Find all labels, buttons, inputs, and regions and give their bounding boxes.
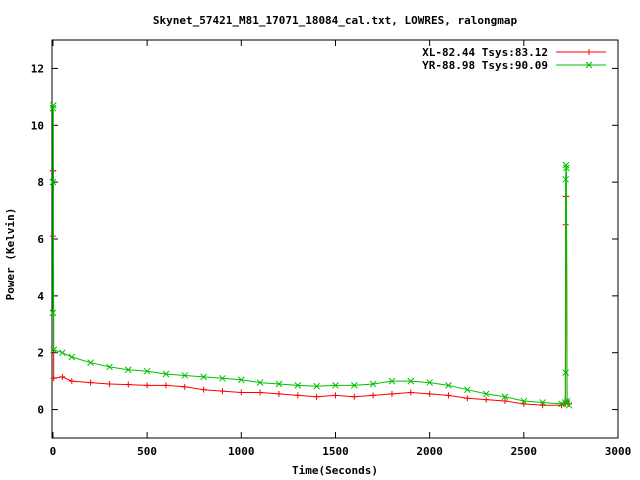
x-tick-label: 2000 xyxy=(416,445,443,458)
data-point xyxy=(389,391,395,397)
data-point xyxy=(69,378,75,384)
y-tick-label: 10 xyxy=(31,119,44,132)
series-line xyxy=(53,105,569,405)
x-tick-label: 1500 xyxy=(322,445,349,458)
series-2 xyxy=(50,102,572,408)
x-tick-label: 3000 xyxy=(605,445,632,458)
data-point xyxy=(59,350,65,356)
data-point xyxy=(295,392,301,398)
data-point xyxy=(351,394,357,400)
series-layer xyxy=(50,102,572,408)
x-tick-label: 0 xyxy=(50,445,57,458)
y-tick-label: 8 xyxy=(37,176,44,189)
y-tick-label: 6 xyxy=(37,233,44,246)
data-point xyxy=(69,354,75,360)
chart: Skynet_57421_M81_17071_18084_cal.txt, LO… xyxy=(0,0,640,480)
data-point xyxy=(540,402,546,408)
data-point xyxy=(201,387,207,393)
x-tick-label: 1000 xyxy=(228,445,255,458)
x-tick-label: 500 xyxy=(137,445,157,458)
data-point xyxy=(163,382,169,388)
data-point xyxy=(257,390,263,396)
y-tick-label: 0 xyxy=(37,404,44,417)
chart-title: Skynet_57421_M81_17071_18084_cal.txt, LO… xyxy=(153,14,518,27)
data-point xyxy=(59,374,65,380)
data-point xyxy=(314,394,320,400)
data-point xyxy=(276,391,282,397)
plot-frame xyxy=(52,40,618,438)
data-point xyxy=(219,388,225,394)
x-tick-label: 2500 xyxy=(511,445,538,458)
data-point xyxy=(88,380,94,386)
data-point xyxy=(332,392,338,398)
legend-label: XL-82.44 Tsys:83.12 xyxy=(422,46,548,59)
data-point xyxy=(238,390,244,396)
data-point xyxy=(445,392,451,398)
data-point xyxy=(106,381,112,387)
legend-marker xyxy=(586,49,592,55)
legend-label: YR-88.98 Tsys:90.09 xyxy=(422,59,548,72)
y-tick-label: 4 xyxy=(37,290,44,303)
data-point xyxy=(483,397,489,403)
data-point xyxy=(427,391,433,397)
data-point xyxy=(464,395,470,401)
series-1 xyxy=(50,168,572,409)
data-point xyxy=(370,392,376,398)
y-tick-label: 2 xyxy=(37,347,44,360)
data-point xyxy=(521,401,527,407)
data-point xyxy=(182,384,188,390)
y-axis-label: Power (Kelvin) xyxy=(4,208,17,301)
data-point xyxy=(144,382,150,388)
x-axis-label: Time(Seconds) xyxy=(292,464,378,477)
data-point xyxy=(408,390,414,396)
data-point xyxy=(125,382,131,388)
y-tick-label: 12 xyxy=(31,62,44,75)
